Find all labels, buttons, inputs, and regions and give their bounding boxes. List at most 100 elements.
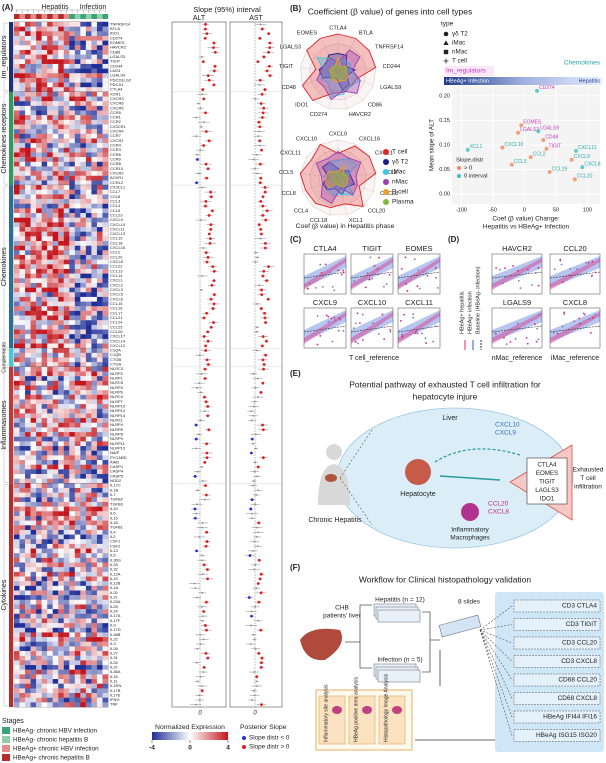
slope-point xyxy=(249,643,252,645)
heatmap-cell xyxy=(58,273,64,279)
heatmap-cell xyxy=(102,585,109,591)
mini-title: CXCL10 xyxy=(358,298,386,307)
heatmap-cell xyxy=(69,208,75,214)
heatmap-cell xyxy=(36,399,42,405)
heatmap-cell xyxy=(47,497,53,503)
heatmap-cell xyxy=(85,585,92,591)
heatmap-cell xyxy=(80,133,87,139)
heatmap-cell xyxy=(74,571,81,577)
heatmap-cell xyxy=(47,469,53,475)
heatmap-cell xyxy=(25,371,31,377)
heatmap-cell xyxy=(69,567,75,573)
heatmap-cell xyxy=(102,646,109,652)
heatmap-cell xyxy=(36,455,42,461)
heatmap-cell xyxy=(41,180,48,186)
heatmap-cell xyxy=(14,446,20,451)
radar-spoke xyxy=(337,177,348,215)
heatmap-cell xyxy=(96,175,103,181)
heatmap-cell xyxy=(25,487,31,493)
heatmap-cell xyxy=(47,362,53,367)
heatmap-cell xyxy=(36,217,42,223)
heatmap-cell xyxy=(19,697,26,703)
heatmap-cell xyxy=(52,623,59,628)
legend-label: T cell xyxy=(392,149,408,156)
gene-label: CXCL16 xyxy=(110,245,126,250)
heatmap-cell xyxy=(52,525,59,531)
heatmap-cell xyxy=(41,110,48,116)
heatmap-cell xyxy=(41,413,48,419)
heatmap-cell xyxy=(69,306,75,312)
heatmap-cell xyxy=(58,203,64,209)
heatmap-cell xyxy=(47,189,53,195)
heatmap-cell xyxy=(63,627,70,633)
heatmap-cell xyxy=(80,483,87,489)
heatmap-cell xyxy=(52,161,59,167)
heatmap-cell xyxy=(69,422,75,428)
heatmap-cell xyxy=(96,143,103,148)
heatmap-cell xyxy=(25,268,31,274)
heatmap-cell xyxy=(19,133,26,139)
heatmap-cell xyxy=(102,357,109,363)
heatmap-cell xyxy=(47,418,53,423)
heatmap-cell xyxy=(41,497,48,503)
marker-box xyxy=(526,457,568,505)
stain-label: HBeAg ISG15 ISG20 xyxy=(536,732,597,739)
heatmap-cell xyxy=(69,22,75,27)
heatmap-cell xyxy=(69,301,75,307)
heatmap-cell xyxy=(85,129,92,134)
heatmap-cell xyxy=(74,357,81,363)
heatmap-cell xyxy=(63,324,70,330)
heatmap-cell xyxy=(74,646,81,652)
trend xyxy=(491,325,543,333)
heatmap-cell xyxy=(91,534,98,540)
heatmap-cell xyxy=(63,571,70,577)
heatmap-cell xyxy=(47,161,53,167)
heatmap-cell xyxy=(63,352,70,358)
heatmap-cell xyxy=(80,595,87,600)
heatmap-cell xyxy=(96,264,103,270)
mini-point xyxy=(319,334,322,337)
heatmap-cell xyxy=(91,138,98,144)
heatmap-cell xyxy=(14,208,20,214)
stain-label: CD3 CCL20 xyxy=(562,640,597,647)
gradient-label: HBeAg+ Infection xyxy=(446,78,489,84)
heatmap-cell xyxy=(36,418,42,423)
heatmap-cell xyxy=(30,376,37,381)
stain-box xyxy=(513,692,601,705)
heatmap-cell xyxy=(52,338,59,344)
heatmap-cell xyxy=(52,101,59,107)
heatmap-cell xyxy=(69,59,75,65)
heatmap-cell xyxy=(74,362,81,367)
heatmap-cell xyxy=(96,329,103,335)
heatmap-cell xyxy=(36,268,42,274)
heatmap-cell xyxy=(63,492,70,498)
heatmap-cell xyxy=(80,380,87,386)
heatmap-cell xyxy=(96,697,103,703)
heatmap-cell xyxy=(63,227,70,232)
heatmap-cell xyxy=(91,627,98,633)
heatmap-cell xyxy=(58,660,64,666)
heatmap-cell xyxy=(36,129,42,134)
heatmap-cell xyxy=(47,264,53,270)
gene-label: CXCL1 xyxy=(110,278,124,283)
heatmap-cell xyxy=(52,189,59,195)
heatmap-cell xyxy=(36,213,42,218)
heatmap-cell xyxy=(85,627,92,633)
heatmap-cell xyxy=(102,474,109,479)
legend-label: 0 interval xyxy=(464,174,488,180)
heatmap-cell xyxy=(96,194,103,200)
heatmap-cell xyxy=(41,124,48,130)
heatmap-cell xyxy=(102,273,109,279)
heatmap-cell xyxy=(85,655,92,661)
slope-point xyxy=(262,367,265,371)
heatmap-cell xyxy=(36,371,42,377)
heatmap-cell xyxy=(14,590,20,596)
slope-point xyxy=(201,275,204,277)
mini-plot xyxy=(491,307,543,349)
heatmap-cell xyxy=(19,231,26,237)
mini-point xyxy=(552,331,555,334)
heatmap-cell xyxy=(58,427,64,433)
heatmap-cell xyxy=(85,604,92,610)
heatmap-cell xyxy=(96,525,103,531)
heatmap-cell xyxy=(47,609,53,614)
